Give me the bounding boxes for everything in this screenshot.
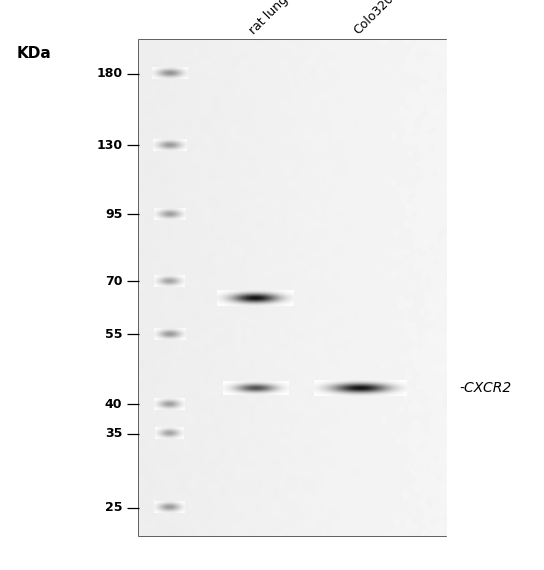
Text: 35: 35	[105, 428, 122, 440]
Text: rat lung: rat lung	[246, 0, 290, 37]
Text: Colo320: Colo320	[351, 0, 396, 37]
Bar	[139, 40, 446, 536]
Text: 130: 130	[96, 139, 122, 152]
Text: 25: 25	[105, 501, 122, 514]
Text: KDa: KDa	[16, 46, 51, 62]
Text: 40: 40	[105, 398, 122, 411]
Text: 70: 70	[105, 275, 122, 288]
Text: 95: 95	[105, 207, 122, 221]
Text: -CXCR2: -CXCR2	[460, 381, 512, 396]
Text: 180: 180	[96, 67, 122, 80]
Text: 55: 55	[105, 328, 122, 341]
